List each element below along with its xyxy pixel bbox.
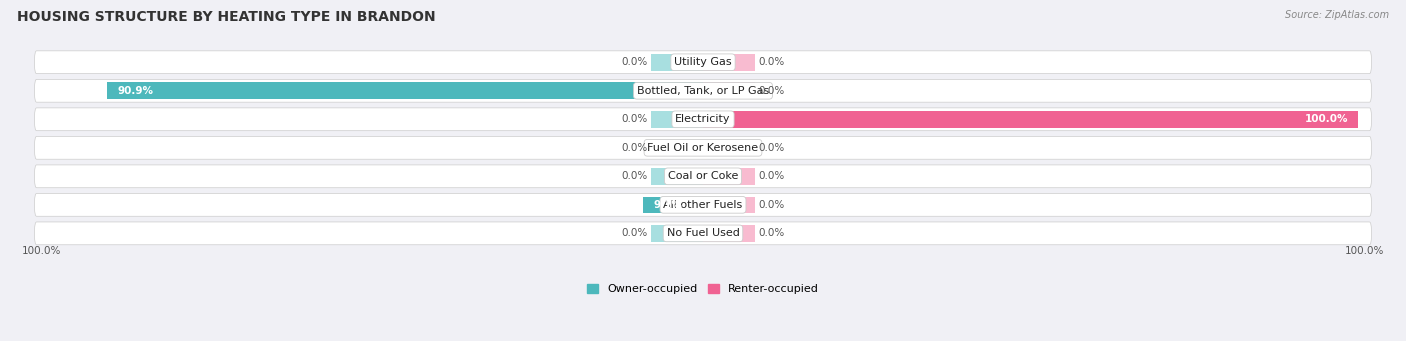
Text: 0.0%: 0.0%: [759, 228, 785, 238]
FancyBboxPatch shape: [35, 222, 1371, 245]
Bar: [651, 196, 703, 213]
Bar: [703, 196, 755, 213]
Bar: [703, 139, 755, 156]
FancyBboxPatch shape: [35, 136, 1371, 159]
Text: No Fuel Used: No Fuel Used: [666, 228, 740, 238]
Text: 0.0%: 0.0%: [759, 200, 785, 210]
Text: 90.9%: 90.9%: [117, 86, 153, 96]
Bar: [703, 83, 755, 99]
Text: 0.0%: 0.0%: [621, 228, 647, 238]
Text: Fuel Oil or Kerosene: Fuel Oil or Kerosene: [647, 143, 759, 153]
Text: 100.0%: 100.0%: [1346, 246, 1385, 256]
Text: All other Fuels: All other Fuels: [664, 200, 742, 210]
Text: 0.0%: 0.0%: [759, 171, 785, 181]
Bar: [651, 225, 703, 242]
Text: 100.0%: 100.0%: [1305, 114, 1348, 124]
Legend: Owner-occupied, Renter-occupied: Owner-occupied, Renter-occupied: [586, 284, 820, 294]
Bar: [107, 83, 703, 99]
Text: Utility Gas: Utility Gas: [675, 57, 731, 67]
FancyBboxPatch shape: [35, 79, 1371, 102]
Bar: [651, 139, 703, 156]
FancyBboxPatch shape: [35, 165, 1371, 188]
Bar: [703, 168, 755, 184]
Text: 0.0%: 0.0%: [621, 57, 647, 67]
Text: 0.0%: 0.0%: [759, 57, 785, 67]
Bar: [703, 111, 755, 128]
Bar: [703, 54, 755, 71]
Text: 0.0%: 0.0%: [759, 143, 785, 153]
Text: 100.0%: 100.0%: [21, 246, 60, 256]
Text: Electricity: Electricity: [675, 114, 731, 124]
Bar: [651, 54, 703, 71]
Bar: [651, 111, 703, 128]
Text: 0.0%: 0.0%: [759, 86, 785, 96]
Text: 0.0%: 0.0%: [621, 171, 647, 181]
Text: Bottled, Tank, or LP Gas: Bottled, Tank, or LP Gas: [637, 86, 769, 96]
FancyBboxPatch shape: [35, 108, 1371, 131]
Bar: [703, 225, 755, 242]
Text: 0.0%: 0.0%: [621, 143, 647, 153]
Text: Source: ZipAtlas.com: Source: ZipAtlas.com: [1285, 10, 1389, 20]
Text: HOUSING STRUCTURE BY HEATING TYPE IN BRANDON: HOUSING STRUCTURE BY HEATING TYPE IN BRA…: [17, 10, 436, 24]
Bar: [703, 111, 1358, 128]
FancyBboxPatch shape: [35, 193, 1371, 216]
FancyBboxPatch shape: [35, 51, 1371, 74]
Bar: [651, 83, 703, 99]
Text: 9.1%: 9.1%: [654, 200, 682, 210]
Text: 0.0%: 0.0%: [621, 114, 647, 124]
Text: Coal or Coke: Coal or Coke: [668, 171, 738, 181]
Bar: [651, 168, 703, 184]
Bar: [644, 196, 703, 213]
